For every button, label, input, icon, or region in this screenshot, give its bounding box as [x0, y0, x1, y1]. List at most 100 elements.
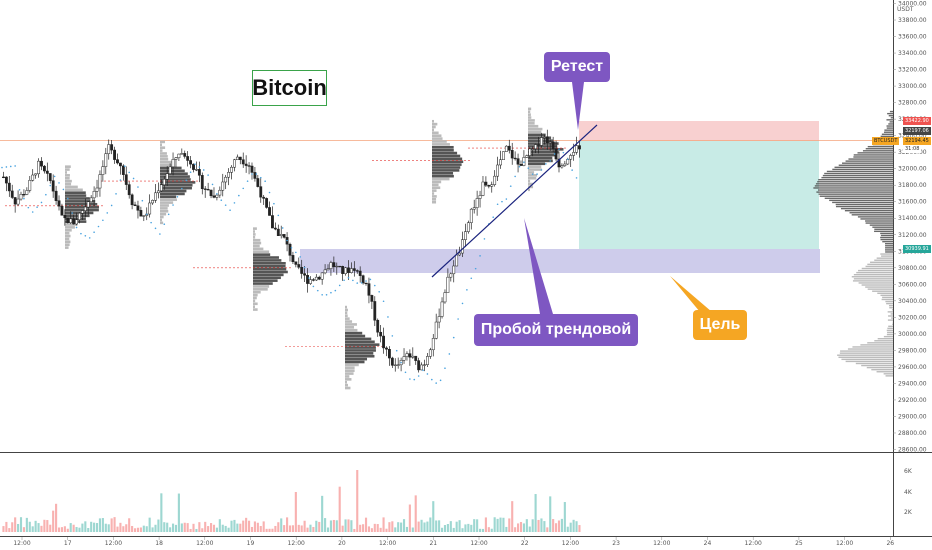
volume-bar	[204, 521, 207, 532]
volume-bar	[183, 522, 186, 532]
range-profile-row	[853, 278, 893, 280]
volume-bar	[385, 528, 388, 532]
price-tick-label: 33600.00	[898, 34, 927, 41]
volume-bar	[262, 521, 265, 532]
range-profile-row	[877, 292, 893, 294]
volume-bar	[104, 523, 107, 532]
candle	[60, 203, 64, 216]
vwap-dot	[23, 197, 25, 200]
price-axis[interactable]: 34000.00 33800.00 33600.00 33400.00 33200.00…	[893, 1, 927, 454]
candle	[393, 358, 397, 372]
candle	[423, 359, 426, 372]
candle	[63, 209, 67, 226]
candle	[212, 187, 216, 199]
range-profile-row	[814, 185, 893, 187]
candle	[273, 222, 277, 231]
candle-body	[525, 155, 529, 158]
candle	[475, 190, 479, 216]
candle-body	[531, 148, 535, 150]
session-profile	[193, 227, 293, 311]
candle	[317, 275, 321, 281]
vwap-dot	[176, 195, 179, 198]
candle	[233, 158, 236, 172]
candle-body	[40, 160, 43, 167]
candle-body	[469, 208, 473, 223]
trendline[interactable]	[431, 124, 598, 278]
volume-bar	[461, 528, 464, 532]
volume-bar	[391, 521, 394, 532]
profile-row	[160, 198, 177, 202]
profile-row	[253, 238, 261, 242]
volume-bar	[81, 523, 84, 532]
range-profile-row	[865, 286, 893, 288]
volume-bar	[151, 527, 154, 532]
chart-title: Bitcoin	[252, 70, 327, 106]
profile-row	[253, 288, 268, 291]
vwap-dot	[141, 199, 144, 202]
candle-body	[171, 159, 175, 168]
volume-bar	[443, 525, 447, 532]
range-profile-row	[886, 127, 893, 129]
profile-row	[253, 241, 262, 245]
range-profile-row	[880, 135, 893, 138]
time-axis[interactable]: 12:00 17 12:00 18 12:00 19 12:00 20 12:00 21 12:00…	[13, 537, 894, 547]
candle	[376, 318, 380, 337]
profile-row	[345, 363, 359, 367]
vwap-dot	[88, 237, 91, 239]
profile-row	[253, 267, 287, 271]
candle-body	[45, 170, 49, 174]
profile-row	[528, 133, 546, 137]
volume-bar	[19, 517, 23, 532]
profile-row	[432, 154, 461, 158]
candle-body	[291, 255, 295, 263]
vwap-dot	[466, 289, 468, 291]
profile-row	[528, 150, 559, 154]
profile-row	[345, 357, 368, 361]
volume-bar	[160, 493, 163, 532]
range-profile-row	[824, 172, 893, 175]
candle-body	[510, 150, 514, 159]
volume-profiles	[5, 107, 568, 390]
range-profile-row	[880, 234, 893, 237]
range-profile-row	[891, 309, 893, 311]
range-profile-row	[880, 236, 893, 239]
profile-row	[160, 157, 169, 161]
volume-bar	[8, 528, 11, 532]
candle-body	[545, 136, 549, 143]
candle	[390, 356, 394, 369]
candle-body	[206, 189, 210, 191]
profile-row	[253, 296, 257, 300]
volume-bar	[470, 524, 473, 532]
vwap-dot	[501, 200, 503, 203]
candle-body	[151, 200, 154, 204]
candle	[349, 262, 353, 274]
volume-bar	[166, 522, 169, 532]
profile-row	[345, 334, 366, 338]
volume-bar	[423, 522, 426, 532]
vwap-dot	[229, 209, 231, 211]
profile-row	[253, 299, 256, 303]
candle-body	[323, 269, 327, 274]
volume-bar	[373, 523, 376, 532]
volume-bar	[557, 520, 561, 532]
candle	[446, 268, 450, 293]
profile-row	[345, 349, 376, 352]
volume-bar	[394, 527, 397, 532]
volume-bar	[426, 521, 429, 532]
vwap-dot	[233, 202, 236, 204]
volume-bar	[353, 528, 356, 532]
range-profile-row	[845, 160, 893, 162]
range-profile-row	[888, 325, 893, 328]
profile-row	[345, 343, 380, 346]
volume-bar	[534, 494, 537, 532]
vwap-dot	[369, 278, 372, 281]
range-profile-row	[883, 335, 893, 338]
time-tick-label: 12:00	[13, 540, 30, 547]
range-profile-row	[862, 150, 893, 152]
session-profile	[5, 165, 105, 249]
range-profile-row	[841, 358, 893, 361]
vwap-dot	[562, 151, 565, 154]
volume-bar	[195, 528, 198, 532]
candle-body	[186, 156, 190, 161]
